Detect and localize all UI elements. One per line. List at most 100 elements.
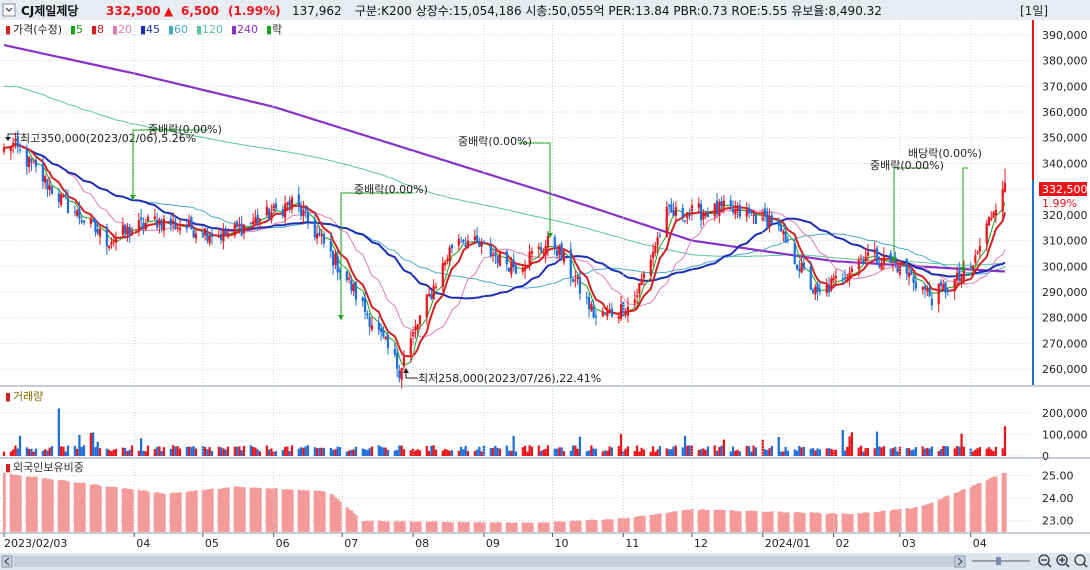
foreign-ratio-bar [955,492,959,532]
ex-rights-annotation-4: 중배락(0.00%) [870,159,944,172]
volume-bar [530,446,534,456]
candle-body [585,296,588,298]
volume-bar [923,448,927,456]
volume-bar [537,445,540,456]
volume-bar [546,445,550,456]
foreign-ratio-bar [930,502,934,532]
zoom-out-icon[interactable] [1038,554,1050,566]
candle-body [203,228,207,236]
price-scale-bar-low [1032,180,1034,385]
volume-bar [706,446,710,456]
volume-bar [720,445,723,456]
volume-bar [512,435,515,456]
price-tag: 332,500 [1042,183,1088,196]
candle-body [587,296,591,310]
price-tick-label: 380,000 [1042,55,1088,68]
foreign-ratio-bar [254,487,258,532]
candle-body [830,278,833,291]
zoom-slider-handle[interactable] [996,557,1001,565]
foreign-ratio-bar [946,495,950,532]
candle-body [126,227,129,235]
foreign-ratio-bar [768,511,772,532]
price-tick-label: 260,000 [1042,363,1088,376]
candle-body [521,268,524,273]
candle-body [2,147,6,152]
foreign-ratio-bar [841,513,845,532]
candle-body [48,185,51,191]
zoom-in-icon[interactable] [1056,554,1068,566]
candle-body [761,210,764,222]
foreign-ratio-bar [816,512,820,532]
volume-bar [521,447,524,456]
foreign-ratio-bar [763,511,767,532]
x-tick-label: 02 [836,537,850,550]
stock-select-icon[interactable] [2,3,16,17]
candle-body [926,287,929,292]
candle-body [784,231,787,243]
candle-body [590,303,593,311]
foreign-ratio-bar [848,514,852,532]
volume-bar [914,447,917,456]
foreign-ratio-bar [782,512,786,532]
candle-body [528,251,531,267]
foreign-ratio-bar [603,519,607,532]
foreign-ratio-bar [41,478,45,532]
volume-bar [60,446,63,456]
volume-bar [400,445,403,456]
candle-body [720,200,723,207]
candle-body [60,194,63,205]
candle-body [464,244,467,248]
foreign-ratio-bar [368,521,372,532]
candle-body [46,178,49,190]
volume-bar [514,451,518,456]
volume-bar [130,445,134,456]
foreign-ratio-bar [827,513,831,532]
volume-bar [105,448,108,456]
volume-bar [768,448,771,456]
candle-body [354,281,358,300]
scroll-left-button[interactable] [1,555,13,568]
candle-body [384,336,387,340]
volume-bar [62,446,65,456]
candle-body [283,203,287,218]
volume-bar [242,445,246,456]
foreign-ratio-bar [990,477,994,532]
volume-bar [816,448,819,456]
foreign-ratio-bar [475,522,479,532]
volume-bar [734,450,737,456]
volume-bar [48,447,51,456]
volume-bar [553,448,556,456]
candle-body [41,163,44,182]
period-button[interactable]: [1일] [1020,4,1048,18]
candle-body [478,242,481,247]
volume-bar [857,447,860,456]
foreign-ratio-bar [466,521,470,532]
foreign-ratio-bar [889,510,893,532]
candle-body [624,313,627,315]
candle-body [128,227,131,236]
volume-bar [78,435,81,456]
volume-bar [336,446,339,456]
candle-body [738,205,742,217]
candle-body [242,224,246,234]
foreign-ratio-bar [926,504,930,532]
candle-body [32,162,35,164]
volume-bar [798,445,801,456]
volume-bar [882,446,885,456]
horizontal-scrollbar[interactable] [14,556,964,567]
zoom-reset-icon[interactable] [1074,554,1086,566]
legend-price-label: 가격(수정) [13,23,62,36]
legend-item-label: 240 [237,23,258,36]
candle-body [73,211,76,213]
volume-bar [89,432,92,456]
volume-bar [590,445,593,456]
scroll-right-button[interactable] [954,555,966,568]
volume-bar [585,451,588,456]
candle-body [448,247,451,261]
foreign-ratio-bar [210,488,214,532]
foreign-tick-label: 24.00 [1042,492,1074,505]
candle-body [76,210,79,216]
candle-body [795,264,799,270]
volume-bar [672,446,675,456]
